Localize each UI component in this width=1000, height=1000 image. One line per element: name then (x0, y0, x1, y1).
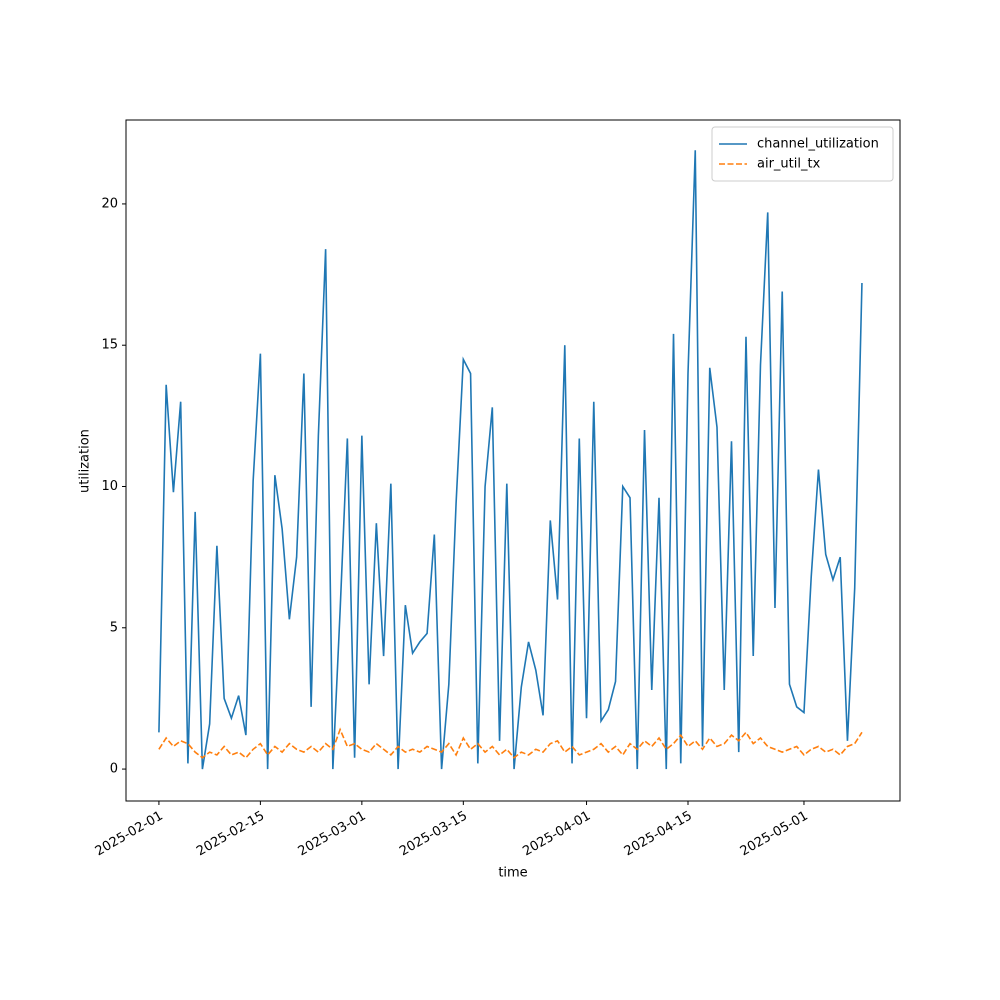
y-tick-label: 10 (101, 479, 118, 494)
y-tick-label: 20 (101, 196, 118, 211)
series-line (158, 150, 863, 770)
y-tick-label: 15 (101, 338, 118, 353)
plot-frame (125, 119, 901, 802)
y-tick-label: 5 (110, 620, 118, 635)
legend-label: air_util_tx (757, 157, 821, 172)
x-axis-label: time (498, 866, 527, 881)
series-line (158, 727, 863, 759)
legend-box (711, 126, 894, 182)
legend: channel_utilization air_util_tx (711, 126, 894, 182)
y-tick-label: 0 (110, 762, 118, 777)
legend-label: channel_utilization (757, 137, 879, 152)
y-axis-label: utilization (78, 429, 93, 493)
